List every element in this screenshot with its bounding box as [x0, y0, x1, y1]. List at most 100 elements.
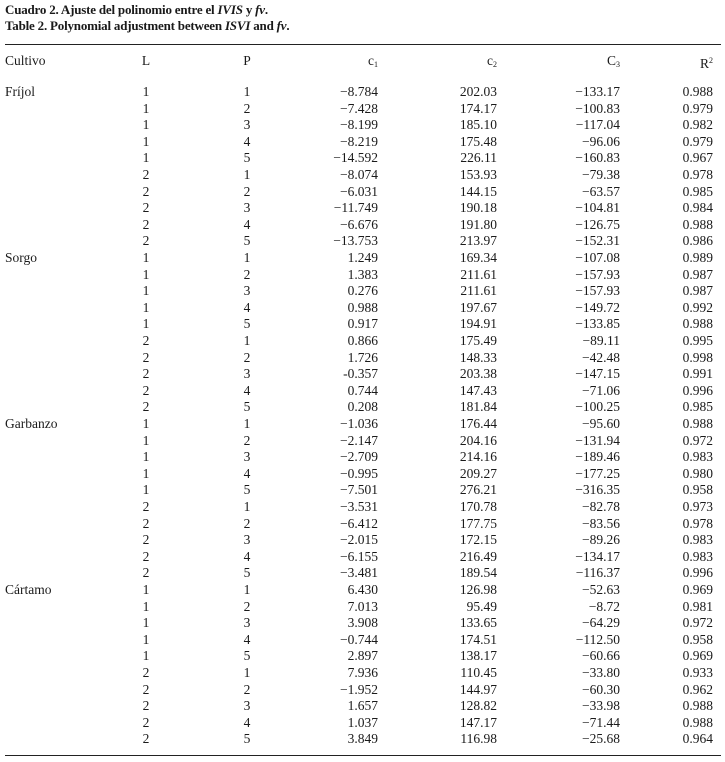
cell-c2: 211.61: [460, 266, 497, 282]
cell-l: 1: [142, 449, 150, 465]
cell-c2: 175.49: [459, 333, 497, 348]
cell-r2: 0.958: [682, 631, 713, 647]
cell-c3: −71.44: [582, 714, 620, 730]
cell-c3: −133.85: [575, 316, 620, 332]
cell-c3: −133.17: [575, 84, 620, 99]
cell-c2: 147.43: [459, 382, 497, 398]
cell-c1: 0.988: [347, 299, 378, 315]
cell-c2: 197.67: [459, 299, 497, 315]
cell-r2: 0.978: [682, 167, 713, 182]
cell-l: 1: [142, 465, 150, 481]
cell-r2: 0.988: [682, 84, 713, 99]
header-c1-sub: 1: [374, 60, 378, 69]
cell-c1: 1.383: [347, 266, 378, 282]
cell-c3: −117.04: [575, 117, 620, 133]
cell-r2: 0.982: [682, 117, 713, 133]
cell-r2: 0.980: [682, 465, 713, 481]
cell-r2: 0.969: [682, 582, 713, 597]
cell-c2: 276.21: [459, 482, 497, 498]
cell-p: 4: [243, 548, 251, 564]
cell-r2: 0.988: [682, 714, 713, 730]
cell-p: 4: [243, 714, 251, 730]
cell-c2: 209.27: [459, 465, 497, 481]
cell-l: 2: [142, 681, 150, 697]
cell-l: 1: [142, 117, 150, 133]
cell-c3: −316.35: [575, 482, 620, 498]
cell-l: 2: [142, 515, 150, 531]
caption-text: .: [286, 18, 290, 33]
cell-r2: 0.958: [682, 482, 713, 498]
cell-c2: 138.17: [459, 648, 497, 664]
cell-c3: −42.48: [582, 349, 620, 365]
cell-c1: −6.412: [340, 515, 378, 531]
cell-c2: 128.82: [459, 698, 497, 714]
cell-c3: −33.80: [582, 665, 620, 680]
header-c2: c2: [487, 53, 497, 73]
cell-l: 2: [142, 399, 150, 415]
cell-l: 1: [142, 150, 150, 166]
cell-c1: −2.147: [340, 432, 378, 448]
cell-cultivo: Cártamo: [5, 582, 52, 597]
cell-c1: −1.952: [340, 681, 378, 697]
cell-p: 5: [243, 731, 251, 747]
cell-c1: 3.908: [347, 615, 378, 631]
cell-c3: −79.38: [582, 167, 620, 182]
cell-cultivo: Sorgo: [5, 250, 38, 265]
cell-p: 5: [243, 150, 251, 166]
cell-c3: −116.37: [575, 565, 620, 581]
caption-term: IVIS: [217, 2, 243, 17]
cell-l: 2: [142, 382, 150, 398]
cell-r2: 0.989: [682, 250, 713, 265]
cell-c1: 0.744: [347, 382, 378, 398]
cell-c3: −160.83: [575, 150, 620, 166]
cell-p: 3: [243, 366, 251, 382]
cell-p: 3: [243, 532, 251, 548]
cell-l: 1: [142, 250, 150, 265]
cell-p: 1: [243, 499, 251, 514]
header-c3: C3: [607, 53, 620, 73]
cell-c2: 174.17: [459, 100, 497, 116]
cell-l: 2: [142, 233, 150, 249]
cell-c1: 7.013: [347, 598, 378, 614]
caption-text: y: [242, 2, 256, 17]
cell-r2: 0.988: [682, 316, 713, 332]
cell-c2: 189.54: [459, 565, 497, 581]
cell-r2: 0.985: [682, 183, 713, 199]
cell-p: 4: [243, 216, 251, 232]
cell-l: 2: [142, 183, 150, 199]
header-c3-sub: 3: [616, 60, 620, 69]
cell-r2: 0.979: [682, 100, 713, 116]
cell-c1: 6.430: [347, 582, 378, 597]
cell-r2: 0.978: [682, 515, 713, 531]
cell-c3: −147.15: [575, 366, 620, 382]
cell-l: 1: [142, 299, 150, 315]
header-r2-sup: 2: [709, 56, 713, 65]
table-caption-english: Table 2. Polynomial adjustment between I…: [5, 18, 290, 34]
cell-c2: 203.38: [459, 366, 497, 382]
cell-l: 2: [142, 565, 150, 581]
cell-p: 2: [243, 100, 251, 116]
cell-c2: 174.51: [459, 631, 497, 647]
cell-r2: 0.983: [682, 532, 713, 548]
cell-c1: 0.276: [347, 283, 378, 299]
cell-c3: −131.94: [575, 432, 620, 448]
cell-cultivo: Fríjol: [5, 84, 36, 99]
caption-term: ISVI: [224, 18, 251, 33]
cell-c2: 144.97: [459, 681, 497, 697]
header-p: P: [243, 53, 251, 68]
cell-r2: 0.987: [682, 266, 713, 282]
cell-l: 2: [142, 349, 150, 365]
cell-r2: 0.988: [682, 216, 713, 232]
cell-p: 3: [243, 615, 251, 631]
cell-c2: 176.44: [459, 416, 497, 431]
cell-r2: 0.991: [682, 366, 713, 382]
cell-l: 2: [142, 731, 150, 747]
cell-c1: 1.726: [347, 349, 378, 365]
cell-c1: −6.031: [340, 183, 378, 199]
cell-l: 1: [142, 84, 150, 99]
cell-l: 1: [142, 598, 150, 614]
cell-c1: −11.749: [333, 200, 378, 216]
cell-c3: −100.83: [575, 100, 620, 116]
cell-c3: −60.30: [582, 681, 620, 697]
cell-c2: 226.11: [460, 150, 497, 166]
